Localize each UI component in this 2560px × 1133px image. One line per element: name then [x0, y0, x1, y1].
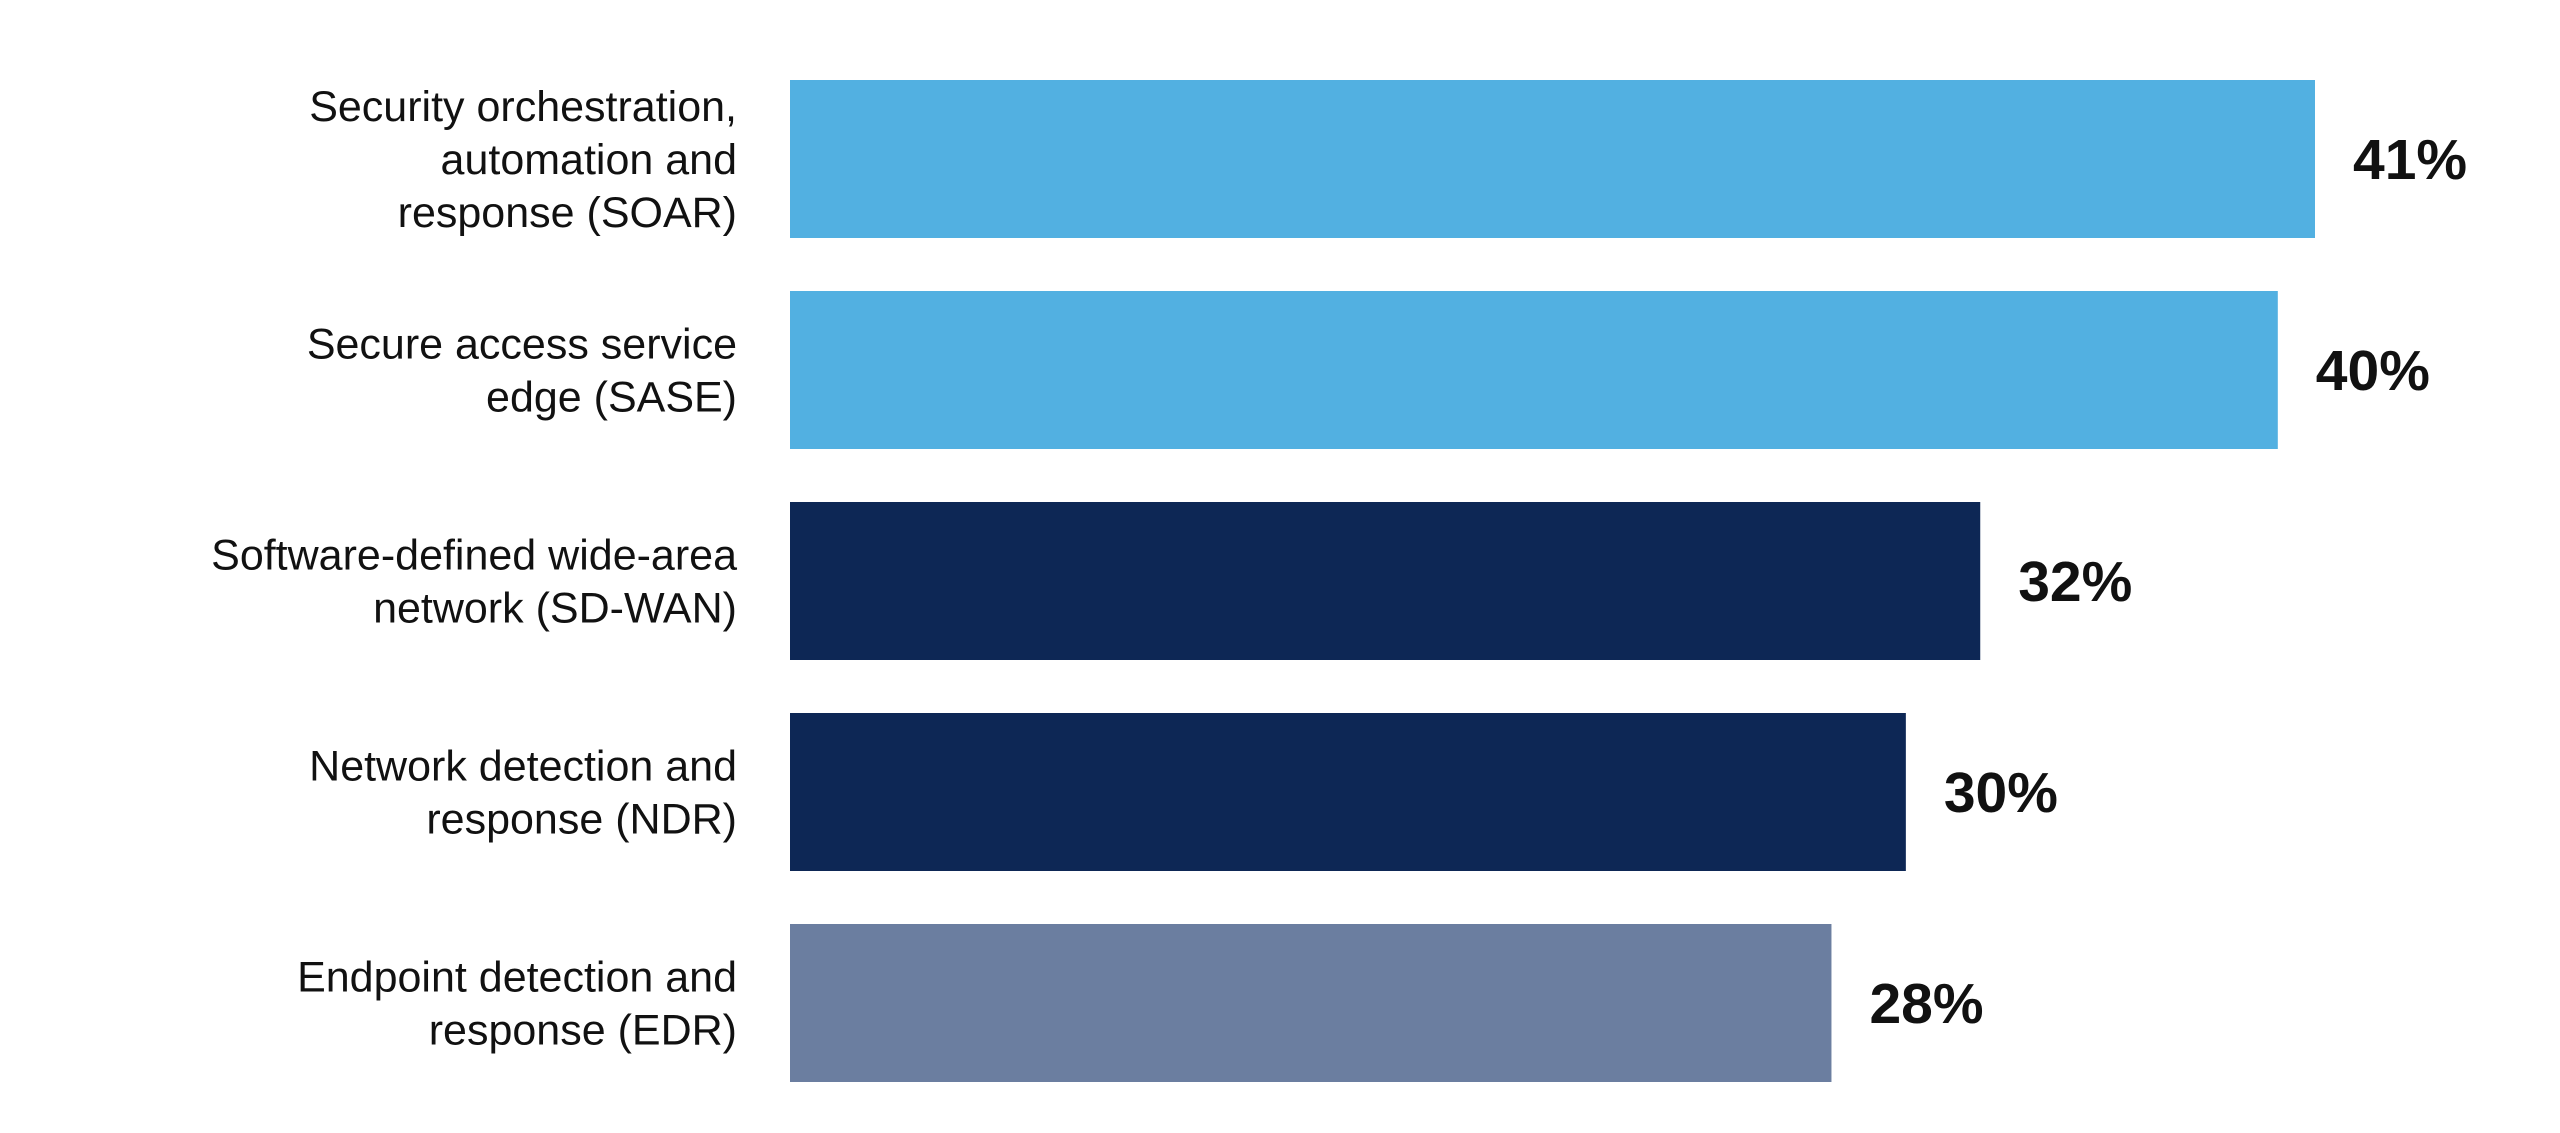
value-label-0: 41%: [2353, 128, 2467, 192]
category-label-line: Network detection and: [309, 743, 737, 791]
category-label-4: Endpoint detection and response (EDR): [297, 954, 737, 1055]
category-label-line: Security orchestration,: [309, 83, 737, 131]
category-label-line: Secure access service: [307, 321, 737, 369]
bars-group: [790, 80, 2315, 1082]
category-label-line: Endpoint detection and: [297, 954, 737, 1002]
category-labels-group: Security orchestration, automation and res…: [211, 83, 737, 1055]
category-label-line: response (EDR): [429, 1007, 737, 1055]
category-label-line: response (NDR): [426, 796, 737, 844]
category-label-2: Software-defined wide-area network (SD-WA…: [211, 532, 737, 633]
category-label-line: response (SOAR): [398, 189, 737, 237]
value-label-2: 32%: [2018, 550, 2132, 614]
category-label-line: Software-defined wide-area: [211, 532, 737, 580]
value-labels-group: 41% 40% 32% 30% 28%: [1869, 128, 2467, 1036]
category-label-0: Security orchestration, automation and res…: [309, 83, 737, 237]
category-label-1: Secure access service edge (SASE): [307, 321, 737, 422]
value-label-1: 40%: [2316, 339, 2430, 403]
category-label-3: Network detection and response (NDR): [309, 743, 737, 844]
bar-3: [790, 713, 1906, 871]
bar-1: [790, 291, 2278, 449]
value-label-4: 28%: [1869, 972, 1983, 1036]
category-label-line: automation and: [441, 136, 737, 184]
value-label-3: 30%: [1944, 761, 2058, 825]
category-label-line: edge (SASE): [486, 374, 737, 422]
bar-0: [790, 80, 2315, 238]
bar-2: [790, 502, 1981, 660]
bar-4: [790, 924, 1832, 1082]
category-label-line: network (SD-WAN): [373, 585, 737, 633]
